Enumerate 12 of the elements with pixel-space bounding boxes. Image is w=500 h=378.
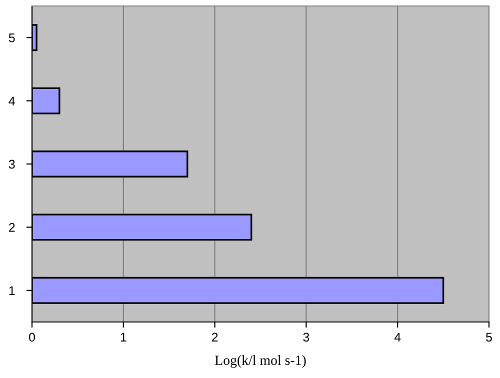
- x-tick-label: 4: [394, 332, 401, 342]
- x-tick-label: 2: [212, 332, 218, 342]
- x-tick-label: 5: [486, 332, 492, 342]
- y-tick-label: 4: [8, 96, 15, 106]
- y-tick-label: 5: [8, 34, 15, 42]
- x-axis-title: Log(k/l mol s-1): [214, 355, 306, 368]
- x-tick-label: 0: [29, 332, 35, 342]
- x-tick-label: 1: [120, 332, 126, 342]
- y-tick-label: 3: [8, 160, 15, 169]
- y-tick-label: 2: [9, 223, 15, 232]
- y-tick-label: 1: [9, 286, 15, 295]
- x-tick-label: 3: [303, 332, 310, 342]
